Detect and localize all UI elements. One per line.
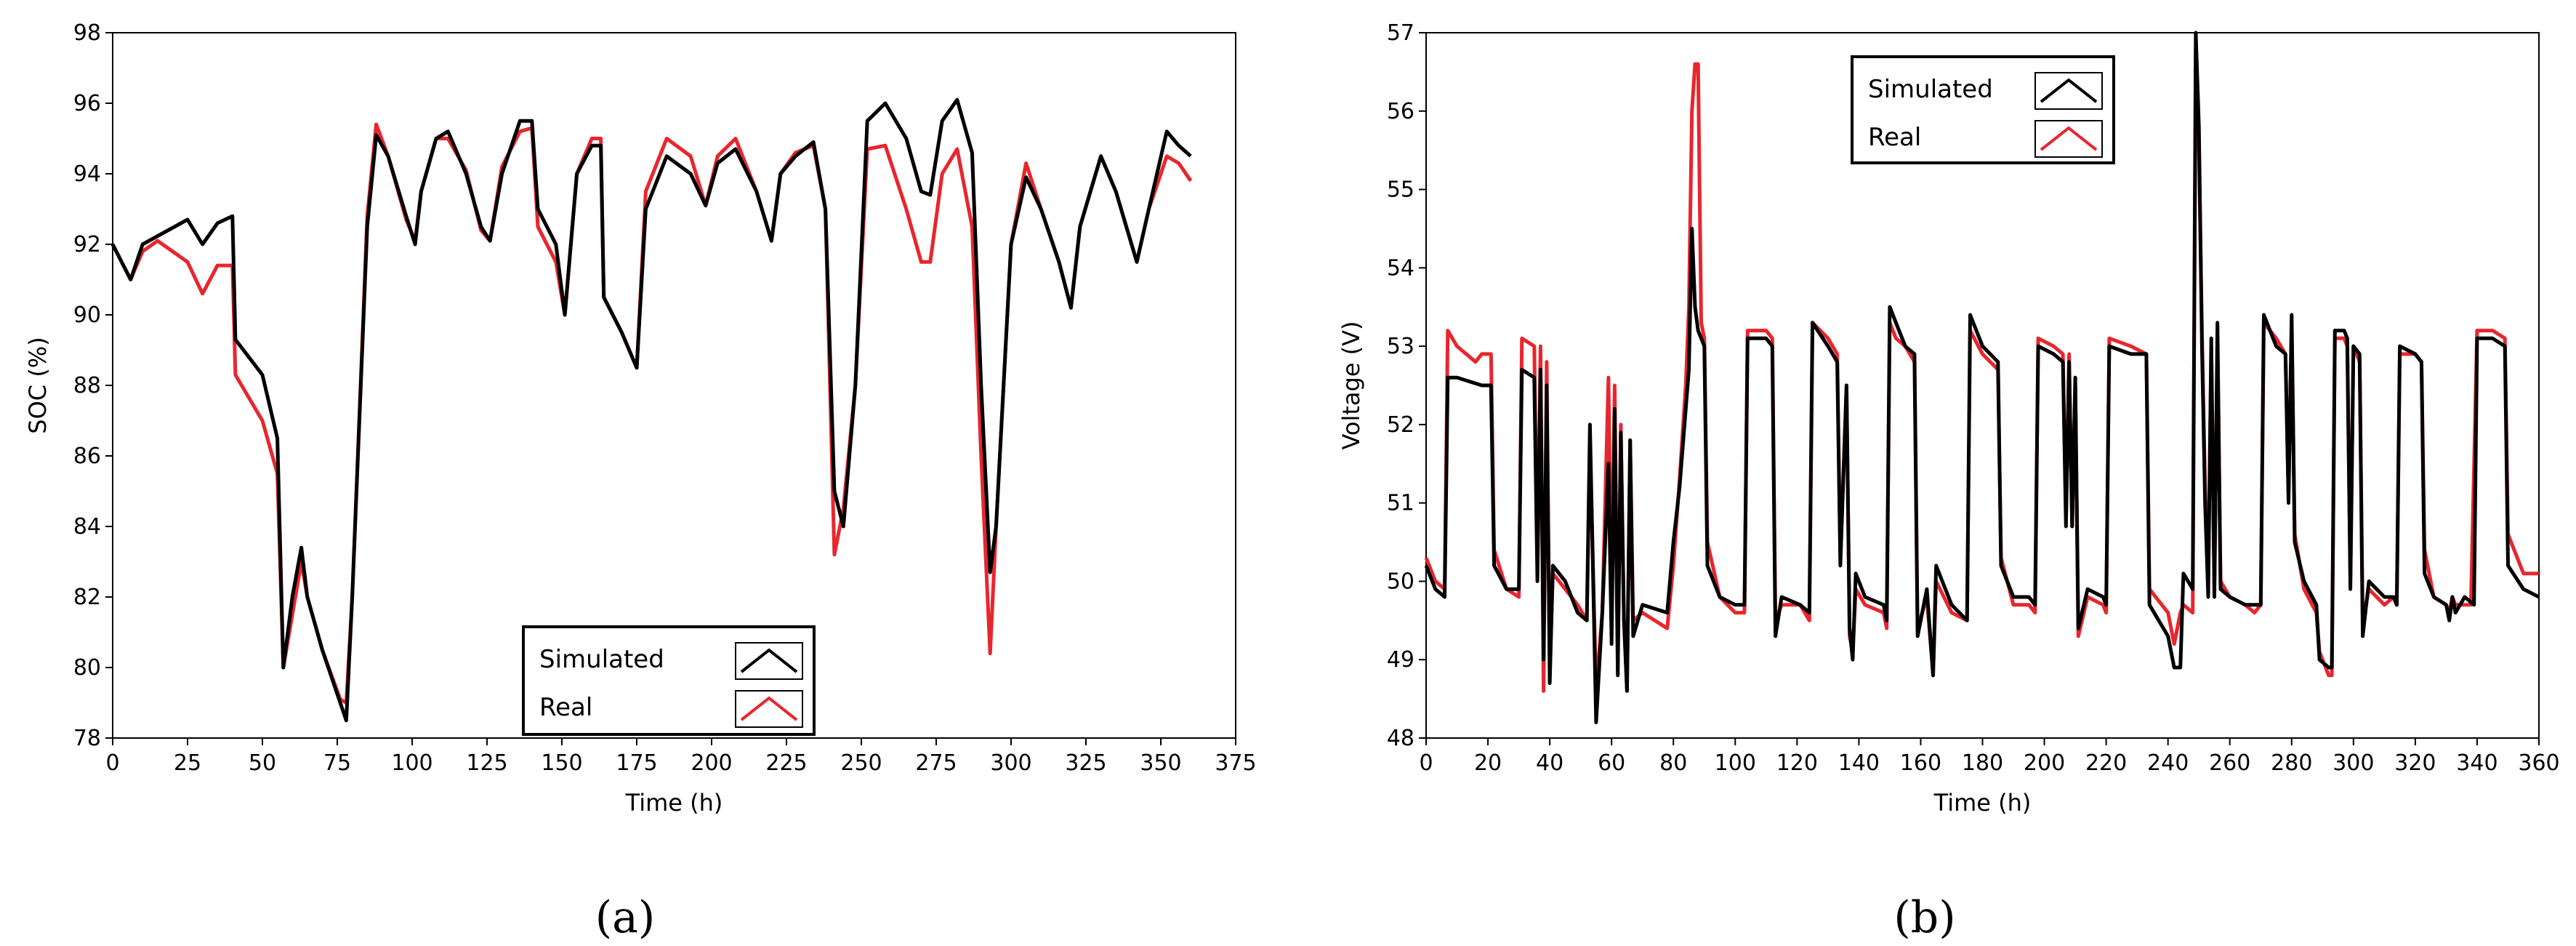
x-tick-label: 50: [249, 750, 276, 776]
y-tick-label: 49: [1387, 647, 1414, 673]
legend-marker-simulated: [740, 648, 798, 673]
plot-area: [112, 32, 1236, 739]
x-tick-label: 20: [1474, 750, 1502, 776]
x-tick-label: 280: [2271, 750, 2312, 776]
x-tick-label: 220: [2085, 750, 2127, 776]
y-tick-label: 88: [73, 373, 101, 398]
x-axis-label: Time (h): [625, 789, 723, 817]
x-axis-label: Time (h): [1933, 789, 2032, 817]
x-tick-label: 160: [1900, 750, 1941, 776]
legend-label-simulated: Simulated: [1868, 75, 1993, 104]
x-tick-label: 40: [1536, 750, 1563, 776]
x-tick-label: 275: [915, 750, 957, 776]
legend-label-real: Real: [539, 693, 592, 722]
x-tick-label: 360: [2518, 750, 2559, 776]
series-line-simulated: [1424, 31, 2540, 724]
x-tick-label: 120: [1776, 750, 1818, 776]
series-line-simulated: [110, 97, 1192, 723]
y-tick-label: 54: [1387, 255, 1414, 281]
y-tick-label: 90: [73, 302, 101, 328]
x-tick-label: 175: [616, 750, 657, 776]
legend-marker-real: [740, 696, 798, 721]
chart-soc: 0 25 50 75 100 125 150 175 200 225 250 275 300 325 350…: [24, 20, 1257, 943]
x-tick-label: 75: [323, 750, 351, 776]
x-tick-label: 375: [1215, 750, 1256, 776]
x-tick-label: 320: [2394, 750, 2436, 776]
x-tick-label: 300: [990, 750, 1031, 776]
x-tick-label: 0: [105, 750, 119, 776]
x-tick-label: 250: [840, 750, 882, 776]
y-tick-label: 96: [73, 91, 101, 116]
x-tick-label: 125: [466, 750, 507, 776]
panel-label: (b): [1893, 892, 1955, 943]
y-tick-label: 56: [1387, 99, 1414, 124]
x-tick-label: 200: [691, 750, 732, 776]
panel-label: (a): [595, 892, 656, 943]
y-tick-label: 98: [73, 20, 101, 46]
legend-label-simulated: Simulated: [539, 645, 664, 674]
x-tick-label: 240: [2147, 750, 2189, 776]
y-tick-label: 78: [73, 726, 101, 751]
legend-label-real: Real: [1868, 123, 1921, 152]
x-tick-label: 25: [174, 750, 201, 776]
y-axis-label: Voltage (V): [1337, 321, 1365, 449]
y-tick-label: 48: [1387, 726, 1414, 751]
y-tick-label: 80: [73, 655, 101, 681]
legend-swatch-real: [735, 690, 803, 728]
x-tick-label: 340: [2456, 750, 2497, 776]
legend-marker-real: [2040, 126, 2098, 151]
y-axis-label: SOC (%): [24, 337, 52, 433]
x-tick-label: 140: [1838, 750, 1880, 776]
x-tick-label: 100: [391, 750, 432, 776]
y-tick-label: 94: [73, 161, 101, 187]
y-tick-label: 86: [73, 444, 101, 469]
y-tick-label: 57: [1387, 20, 1414, 46]
chart-voltage: 0 20 40 60 80 100 120 140 160 180 200 220 240 260 280 3…: [1337, 20, 2560, 943]
x-tick-label: 225: [765, 750, 807, 776]
x-tick-label: 0: [1419, 750, 1433, 776]
x-tick-label: 300: [2333, 750, 2374, 776]
x-tick-label: 100: [1715, 750, 1756, 776]
y-tick-label: 51: [1387, 491, 1414, 516]
x-tick-label: 200: [2024, 750, 2065, 776]
y-tick-label: 52: [1387, 412, 1414, 438]
x-tick-label: 325: [1065, 750, 1106, 776]
y-tick-label: 92: [73, 232, 101, 257]
x-tick-label: 180: [1962, 750, 2003, 776]
y-tick-label: 55: [1387, 177, 1414, 203]
x-tick-label: 350: [1140, 750, 1181, 776]
y-tick-label: 84: [73, 514, 101, 540]
x-tick-label: 150: [541, 750, 582, 776]
y-tick-label: 50: [1387, 569, 1414, 594]
x-tick-label: 60: [1598, 750, 1625, 776]
x-tick-label: 80: [1659, 750, 1687, 776]
legend-marker-simulated: [2040, 78, 2098, 103]
y-tick-label: 53: [1387, 334, 1414, 359]
y-tick-label: 82: [73, 585, 101, 610]
x-tick-label: 260: [2209, 750, 2250, 776]
